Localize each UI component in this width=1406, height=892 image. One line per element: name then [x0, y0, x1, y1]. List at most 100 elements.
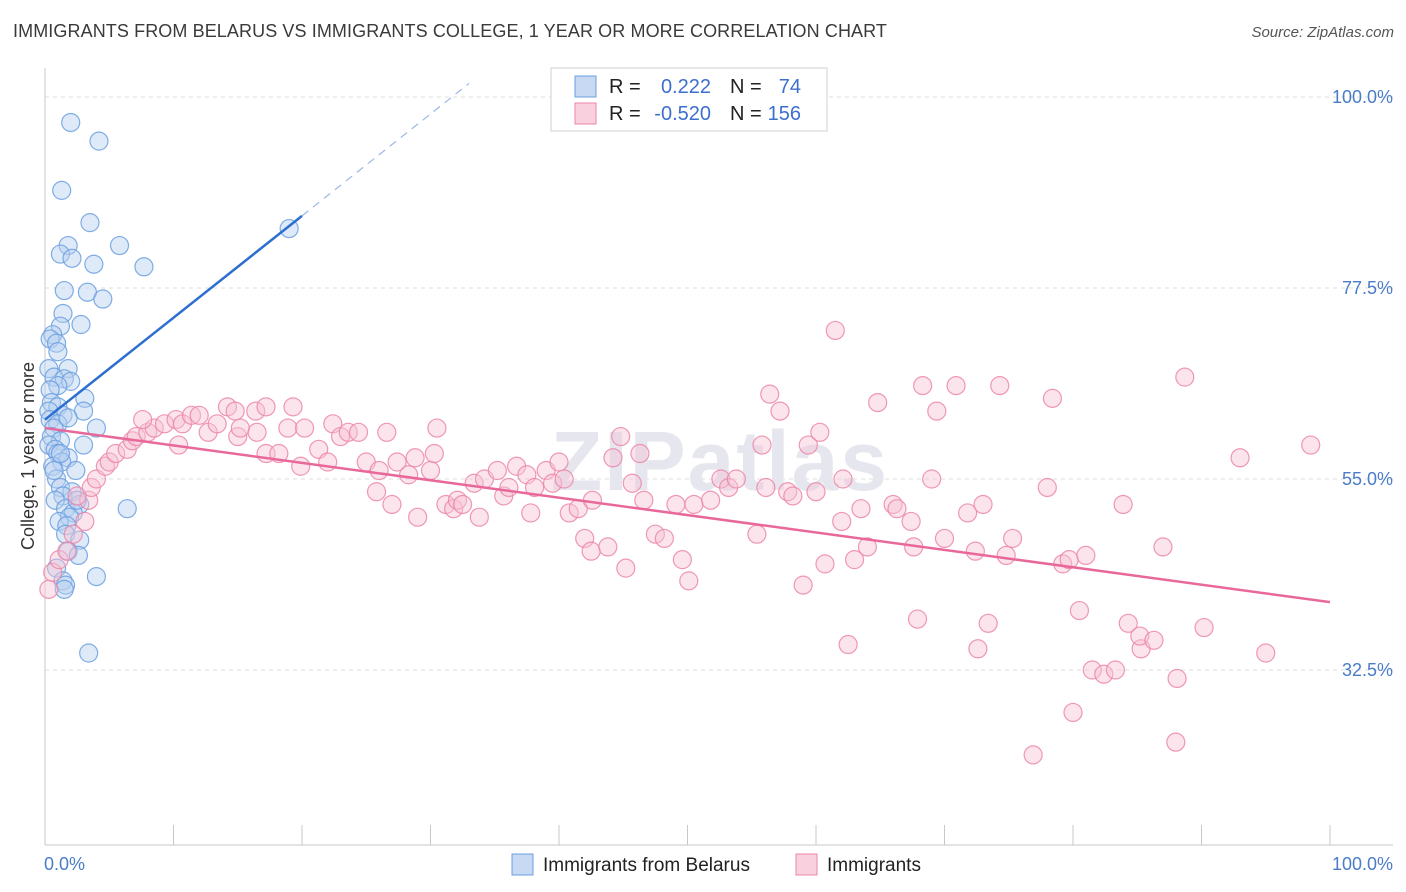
- point-belarus-0: [61, 112, 81, 133]
- stats-r-value-immigrants: -0.520: [654, 103, 711, 125]
- y-tick-label-2: 55.0%: [1342, 469, 1393, 489]
- series-legend-swatch-belarus: [511, 853, 534, 876]
- point-immigrants-105: [793, 575, 813, 595]
- point-immigrants-55: [420, 460, 441, 481]
- point-immigrants-106: [798, 435, 818, 455]
- point-immigrants-5: [75, 511, 95, 532]
- point-immigrants-134: [996, 545, 1016, 566]
- point-belarus-3: [80, 213, 100, 233]
- point-belarus-2: [52, 180, 72, 200]
- point-belarus-62: [68, 545, 89, 566]
- point-immigrants-93: [684, 494, 704, 515]
- point-immigrants-154: [1167, 668, 1187, 689]
- point-immigrants-3: [57, 541, 77, 561]
- point-belarus-24: [61, 371, 81, 391]
- point-immigrants-45: [348, 422, 369, 442]
- stats-legend-swatch-immigrants: [574, 102, 597, 125]
- point-immigrants-79: [581, 541, 601, 561]
- point-immigrants-18: [133, 409, 153, 430]
- point-immigrants-85: [622, 473, 642, 493]
- point-immigrants-73: [542, 473, 563, 493]
- point-immigrants-52: [399, 465, 419, 485]
- point-immigrants-120: [901, 511, 921, 532]
- stats-r-label-immigrants: R =: [609, 103, 641, 125]
- point-immigrants-150: [1130, 626, 1150, 646]
- point-immigrants-132: [978, 613, 998, 633]
- trend-line-belarus-extension: [301, 82, 470, 217]
- point-immigrants-104: [783, 486, 803, 506]
- point-immigrants-113: [838, 634, 858, 655]
- point-immigrants-49: [377, 422, 397, 442]
- point-immigrants-23: [181, 405, 202, 425]
- point-immigrants-123: [913, 376, 933, 396]
- point-immigrants-141: [1063, 702, 1083, 723]
- point-immigrants-30: [230, 418, 250, 438]
- point-immigrants-144: [1082, 660, 1102, 680]
- point-belarus-8: [84, 254, 104, 274]
- trend-lines: [44, 82, 1331, 604]
- series-legend-swatch-immigrants: [795, 853, 818, 876]
- point-immigrants-157: [1230, 448, 1250, 468]
- point-immigrants-129: [965, 541, 985, 561]
- point-belarus-73: [279, 218, 299, 239]
- point-immigrants-38: [291, 456, 311, 476]
- point-immigrants-90: [666, 494, 686, 515]
- point-immigrants-24: [189, 405, 209, 425]
- point-immigrants-111: [833, 469, 853, 489]
- point-immigrants-50: [382, 494, 402, 515]
- point-immigrants-32: [256, 397, 276, 417]
- point-immigrants-142: [1069, 600, 1090, 621]
- point-belarus-70: [67, 490, 87, 510]
- watermark: ZIPatlas: [551, 414, 889, 508]
- point-immigrants-102: [770, 401, 790, 421]
- point-immigrants-143: [1076, 545, 1096, 566]
- stats-legend: R = 0.222 N = 74 R = -0.520 N = 156: [550, 67, 828, 132]
- stats-n-value-belarus: 74: [779, 76, 801, 98]
- x-tick-marks: [44, 825, 1331, 845]
- series-immigrants-points: [39, 320, 1321, 765]
- point-belarus-14: [71, 314, 91, 335]
- series-legend-label-immigrants: Immigrants: [827, 855, 921, 876]
- point-immigrants-47: [366, 482, 387, 502]
- point-immigrants-28: [225, 401, 245, 421]
- point-immigrants-44: [338, 422, 358, 442]
- point-immigrants-156: [1194, 617, 1214, 638]
- point-immigrants-37: [283, 397, 303, 417]
- point-belarus-19: [48, 342, 68, 362]
- point-immigrants-67: [499, 477, 519, 498]
- point-immigrants-100: [756, 477, 776, 498]
- point-immigrants-75: [554, 469, 574, 489]
- stats-r-value-belarus: 0.222: [661, 76, 711, 98]
- point-immigrants-99: [752, 435, 772, 455]
- point-immigrants-4: [63, 524, 83, 544]
- point-immigrants-56: [427, 418, 447, 438]
- point-belarus-12: [93, 289, 113, 309]
- point-immigrants-133: [990, 376, 1010, 396]
- point-immigrants-116: [857, 537, 878, 557]
- point-immigrants-125: [927, 401, 947, 421]
- point-belarus-36: [86, 418, 107, 438]
- axes: [44, 68, 1393, 846]
- point-immigrants-152: [1153, 537, 1173, 557]
- point-immigrants-147: [1113, 494, 1133, 515]
- point-immigrants-108: [810, 422, 830, 442]
- y-tick-label-0: 100.0%: [1332, 87, 1393, 107]
- point-immigrants-128: [958, 503, 978, 523]
- point-belarus-10: [54, 280, 74, 301]
- series-legend: Immigrants from Belarus Immigrants: [511, 853, 921, 876]
- point-immigrants-36: [278, 418, 298, 438]
- stats-legend-swatch-belarus: [574, 75, 597, 98]
- point-immigrants-84: [616, 558, 636, 578]
- stats-legend-box: [550, 67, 828, 132]
- chart-title: IMMIGRANTS FROM BELARUS VS IMMIGRANTS CO…: [13, 21, 888, 41]
- point-immigrants-0: [39, 579, 59, 599]
- point-immigrants-48: [369, 460, 389, 481]
- point-immigrants-127: [946, 376, 966, 396]
- point-immigrants-124: [922, 469, 942, 489]
- x-tick-label-max: 100.0%: [1332, 854, 1393, 874]
- point-immigrants-83: [611, 426, 631, 447]
- point-immigrants-97: [726, 469, 746, 489]
- point-immigrants-86: [630, 443, 650, 464]
- point-immigrants-136: [1023, 745, 1043, 765]
